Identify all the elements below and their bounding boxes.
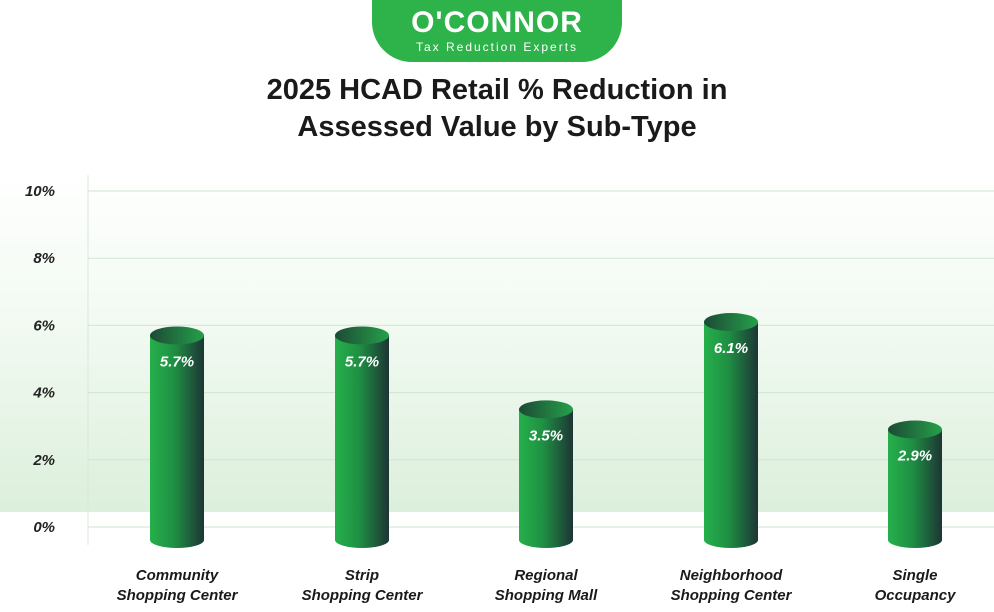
data-label: 5.7%	[160, 353, 194, 370]
bar-top	[888, 420, 942, 439]
bar-top	[335, 326, 389, 345]
data-label: 5.7%	[345, 353, 379, 370]
x-category-label: Shopping Center	[302, 587, 424, 604]
bar-base	[150, 532, 204, 548]
bar	[150, 335, 204, 540]
bar-top	[704, 313, 758, 332]
data-label: 6.1%	[714, 340, 748, 357]
y-tick-label: 2%	[32, 452, 55, 469]
bar	[888, 429, 942, 540]
logo-tagline: Tax Reduction Experts	[415, 40, 579, 54]
chart-title: 2025 HCAD Retail % Reduction in Assessed…	[0, 72, 994, 146]
bar	[335, 335, 389, 540]
bar-top	[519, 400, 573, 419]
x-category-label: Single	[892, 567, 937, 584]
data-label: 2.9%	[897, 448, 932, 465]
bar	[704, 322, 758, 540]
x-category-label: Shopping Center	[671, 587, 793, 604]
x-category-label: Occupancy	[875, 587, 957, 604]
data-label: 3.5%	[529, 427, 563, 444]
y-tick-label: 10%	[25, 183, 55, 200]
logo: O'CONNOR Tax Reduction Experts	[372, 0, 622, 62]
x-category-label: Community	[136, 567, 219, 584]
y-tick-label: 6%	[33, 317, 55, 334]
logo-name: O'CONNOR	[411, 6, 583, 39]
x-category-label: Strip	[345, 567, 379, 584]
x-category-label: Regional	[514, 567, 578, 584]
bar-top	[150, 326, 204, 345]
y-tick-label: 4%	[32, 385, 55, 402]
x-category-label: Shopping Mall	[495, 587, 598, 604]
bar-base	[519, 532, 573, 548]
chart-title-line: Assessed Value by Sub-Type	[297, 111, 697, 143]
bar-base	[704, 532, 758, 548]
x-category-label: Neighborhood	[680, 567, 783, 584]
x-category-label: Shopping Center	[117, 587, 239, 604]
y-tick-label: 8%	[33, 250, 55, 267]
bar-base	[888, 532, 942, 548]
y-tick-label: 0%	[33, 519, 55, 536]
chart-title-line: 2025 HCAD Retail % Reduction in	[266, 74, 728, 106]
bar-base	[335, 532, 389, 548]
bar	[519, 409, 573, 540]
